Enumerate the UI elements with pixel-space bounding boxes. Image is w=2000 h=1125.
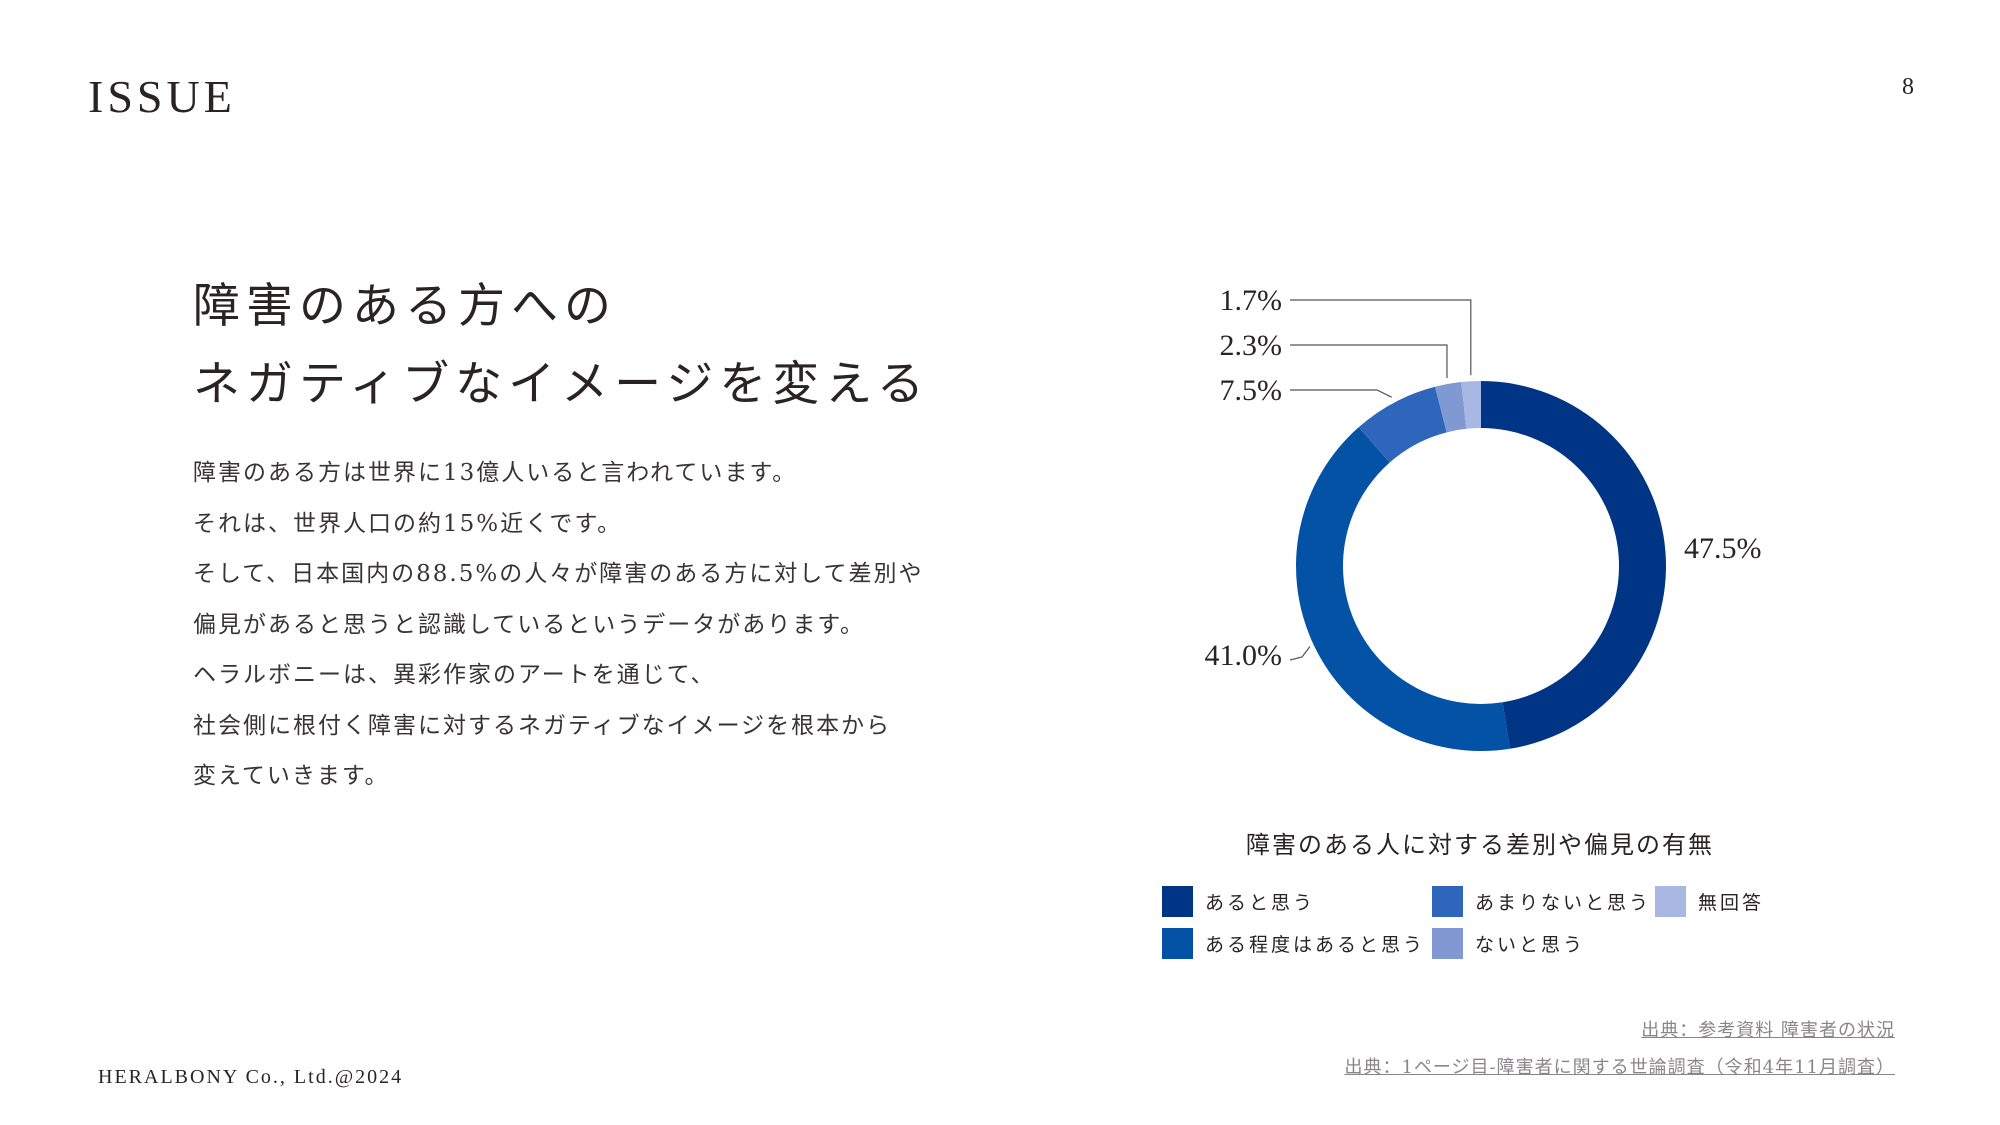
data-label: 7.5% — [1220, 374, 1283, 407]
legend-swatch — [1655, 886, 1686, 917]
headline-line: 障害のある方への — [193, 279, 617, 334]
leader-line — [1289, 646, 1311, 661]
legend-item: あると思う — [1162, 886, 1315, 917]
headline-line: ネガティブなイメージを変える — [193, 357, 930, 412]
legend-swatch — [1162, 928, 1193, 959]
headline: 障害のある方への ネガティブなイメージを変える — [193, 268, 930, 424]
data-label: 41.0% — [1205, 639, 1283, 672]
donut-slice — [1434, 382, 1467, 433]
source-link[interactable]: 出典：1ページ目-障害者に関する世論調査（令和4年11月調査） — [1344, 1057, 1895, 1078]
legend-label: ないと思う — [1475, 934, 1586, 956]
page-number: 8 — [1902, 74, 1914, 100]
body-line: ヘラルボニーは、異彩作家のアートを通じて、 — [193, 662, 716, 688]
legend-item: ないと思う — [1432, 928, 1585, 959]
data-label: 1.7% — [1220, 284, 1283, 317]
legend-item: 無回答 — [1655, 886, 1764, 917]
body-line: 偏見があると思うと認識しているというデータがあります。 — [193, 611, 866, 638]
company-footer: HERALBONY Co., Ltd.@2024 — [98, 1066, 404, 1088]
legend-label: 無回答 — [1698, 892, 1765, 914]
body-line: 変えていきます。 — [193, 763, 390, 789]
legend-swatch — [1432, 928, 1463, 959]
data-label: 2.3% — [1220, 329, 1283, 362]
body-text: 障害のある方は世界に13億人いると言われています。 それは、世界人口の約15%近… — [193, 448, 924, 802]
donut-slice — [1481, 381, 1667, 749]
body-line: それは、世界人口の約15%近くです。 — [193, 510, 623, 537]
chart-title: 障害のある人に対する差別や偏見の有無 — [1246, 831, 1714, 859]
donut-slice — [1295, 427, 1510, 751]
section-label: ISSUE — [88, 71, 236, 122]
legend-label: あまりないと思う — [1475, 892, 1652, 914]
legend-swatch — [1162, 886, 1193, 917]
leader-line — [1290, 389, 1392, 398]
legend-label: ある程度はあると思う — [1205, 934, 1426, 956]
data-label: 47.5% — [1684, 532, 1762, 565]
legend-item: あまりないと思う — [1432, 886, 1651, 917]
legend-label: あると思う — [1205, 892, 1316, 914]
donut-slice — [1461, 381, 1481, 429]
legend-item: ある程度はあると思う — [1162, 928, 1425, 959]
body-line: 障害のある方は世界に13億人いると言われています。 — [193, 460, 798, 486]
source-link[interactable]: 出典：参考資料 障害者の状況 — [1641, 1020, 1895, 1041]
donut-slice — [1358, 386, 1447, 463]
leader-line — [1290, 299, 1472, 376]
legend-swatch — [1432, 886, 1463, 917]
body-line: そして、日本国内の88.5%の人々が障害のある方に対して差別や — [193, 561, 924, 587]
leader-line — [1290, 344, 1448, 379]
body-line: 社会側に根付く障害に対するネガティブなイメージを根本から — [193, 712, 892, 739]
